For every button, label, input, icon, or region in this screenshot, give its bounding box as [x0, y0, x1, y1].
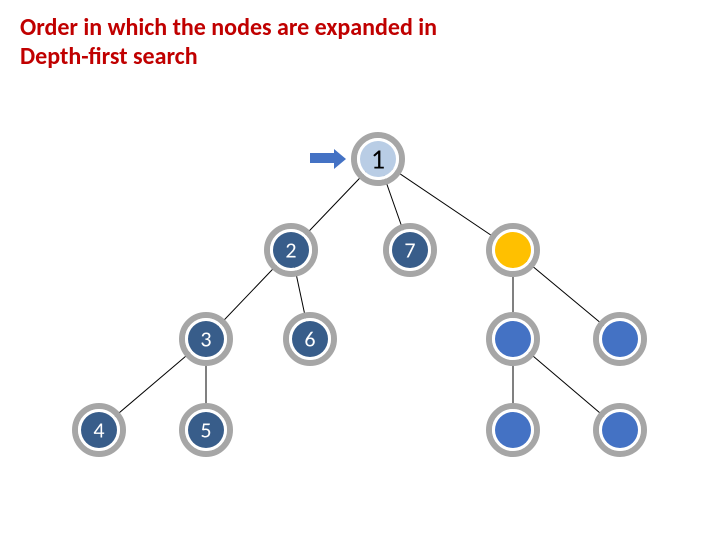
tree-node-label: 5: [200, 417, 211, 444]
tree-node-label: 1: [371, 142, 385, 177]
edges-layer: [99, 159, 620, 430]
tree-node: 4: [75, 406, 123, 454]
nodes-layer: 1 2 7 3 6 4 5: [75, 135, 644, 454]
tree-node: 2: [267, 226, 315, 274]
tree-node: 3: [182, 315, 230, 363]
tree-node: 1: [354, 135, 402, 183]
tree-node-label: 6: [304, 326, 315, 353]
tree-node: 5: [182, 406, 230, 454]
tree-node-label: 7: [404, 237, 415, 264]
tree-node: 6: [286, 315, 334, 363]
tree-node: 7: [386, 226, 434, 274]
dfs-tree-diagram: 1 2 7 3 6 4 5: [0, 0, 720, 540]
tree-node: [596, 315, 644, 363]
tree-node: [489, 226, 537, 274]
pointer-arrow-head: [334, 149, 346, 169]
arrow-layer: [310, 149, 346, 169]
tree-node: [489, 315, 537, 363]
tree-node: [596, 406, 644, 454]
tree-node-label: 2: [285, 237, 296, 264]
tree-node-label: 4: [93, 417, 104, 444]
tree-node: [489, 406, 537, 454]
tree-node-label: 3: [200, 326, 211, 353]
